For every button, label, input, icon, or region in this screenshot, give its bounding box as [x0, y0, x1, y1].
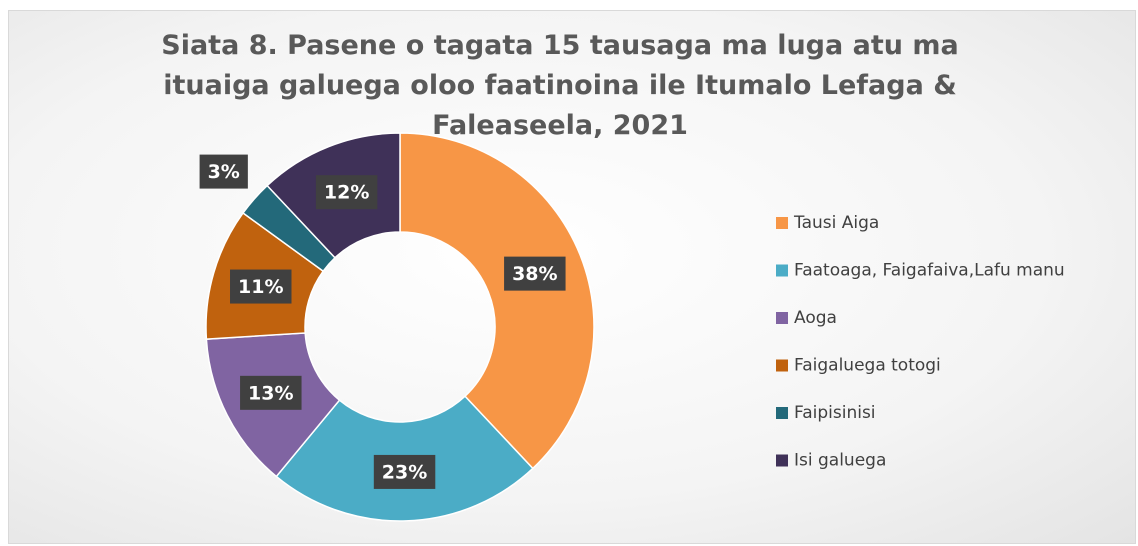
data-label-text: 12%: [324, 182, 369, 204]
data-label-box: [199, 154, 248, 189]
legend-label: Isi galuega: [794, 451, 886, 471]
legend-swatch: [776, 312, 788, 324]
data-label: 38%: [504, 256, 566, 291]
legend-label: Faigaluega totogi: [794, 356, 941, 376]
data-label-text: 11%: [238, 276, 283, 298]
legend-label: Aoga: [794, 308, 837, 328]
donut-slice: [399, 132, 595, 470]
data-label-box: [230, 269, 292, 304]
data-label: 12%: [315, 175, 378, 210]
legend-swatch: [776, 217, 788, 229]
legend-swatch: [776, 264, 788, 277]
legend-label: Faatoaga, Faigafaiva,Lafu manu: [794, 261, 1065, 281]
legend-swatch: [776, 407, 788, 419]
data-label-box: [315, 175, 378, 210]
data-label: 3%: [199, 154, 248, 189]
chart-title: Siata 8. Pasene o tagata 15 tausaga ma l…: [161, 30, 959, 141]
legend-label: Tausi Aiga: [793, 213, 879, 233]
data-label-box: [504, 256, 566, 291]
data-label: 11%: [230, 269, 292, 304]
legend-swatch: [776, 359, 788, 372]
data-label-box: [373, 454, 436, 489]
data-label-text: 3%: [208, 161, 240, 183]
data-label-text: 13%: [248, 382, 293, 404]
legend-swatch: [776, 454, 788, 467]
data-label-text: 23%: [382, 461, 427, 483]
data-label: 13%: [240, 375, 302, 410]
data-label: 23%: [373, 454, 436, 489]
data-label-text: 38%: [512, 263, 557, 285]
data-label-box: [240, 375, 302, 410]
legend-label: Faipisinisi: [794, 403, 876, 423]
